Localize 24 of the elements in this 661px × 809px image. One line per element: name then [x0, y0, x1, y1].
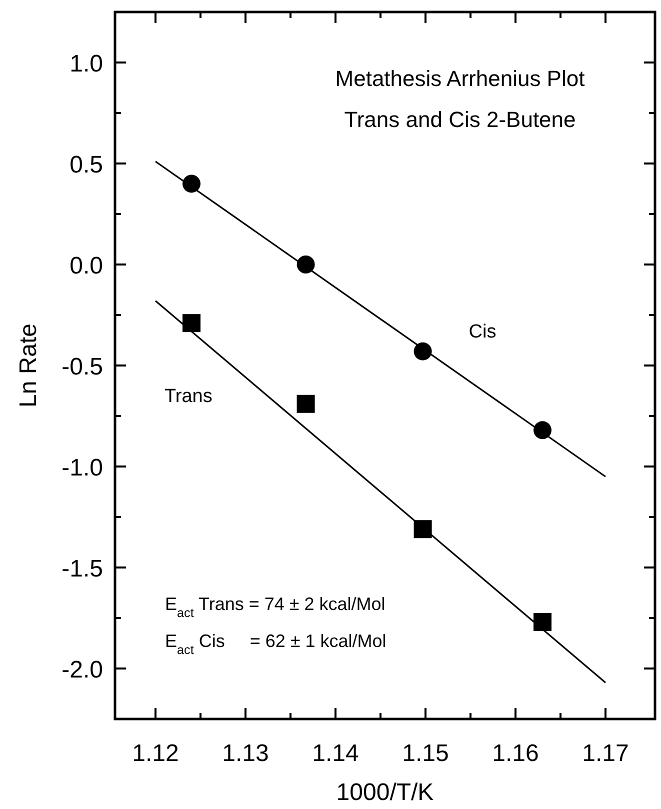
annotation: E$_{act}$ Cis = 62 ± 1 kcal/Mol [165, 631, 386, 657]
y-tick-label: 1.0 [70, 50, 103, 78]
x-tick-label: 1.14 [312, 740, 359, 767]
x-tick-label: 1.12 [132, 740, 179, 767]
y-tick-label: -0.5 [62, 354, 103, 380]
y-tick-label: -1.0 [62, 454, 103, 482]
text: Trans and Cis 2-Butene [344, 107, 576, 132]
point [534, 613, 552, 632]
annotation: E$_{act}$ Trans = 74 ± 2 kcal/Mol [165, 594, 386, 620]
y-tick-label: -1.5 [62, 556, 103, 582]
series-label: Cis [468, 321, 496, 342]
x-tick-label: 1.15 [402, 740, 449, 767]
x-tick-label: 1.13 [222, 740, 269, 767]
x-axis-title: 1000/T/K [336, 779, 434, 806]
y-tick-label: 0.0 [70, 252, 103, 280]
point [182, 314, 200, 332]
y-tick-label: 0.5 [70, 152, 103, 178]
y-tick-label: -2.0 [62, 656, 103, 684]
point [296, 394, 315, 413]
x-tick-label: 1.16 [492, 740, 539, 767]
text: Metathesis Arrhenius Plot [335, 66, 585, 91]
y-axis-title: Ln Rate [15, 323, 42, 408]
x-tick-label: 1.17 [582, 740, 629, 767]
text: Trans [164, 386, 212, 408]
